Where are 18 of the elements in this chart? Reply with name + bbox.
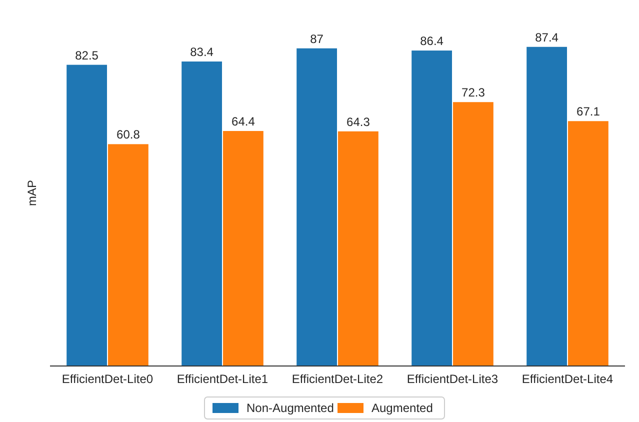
x-tick-label: EfficientDet-Lite4 (522, 372, 614, 386)
legend-label: Augmented (372, 401, 433, 415)
data-label: 82.5 (75, 48, 99, 62)
y-axis-title: mAP (25, 180, 39, 206)
data-label: 64.4 (232, 114, 256, 128)
x-tick-label: EfficientDet-Lite1 (176, 372, 268, 386)
x-tick-label: EfficientDet-Lite2 (292, 372, 384, 386)
data-label: 64.3 (346, 114, 370, 129)
data-label: 87.4 (535, 30, 559, 44)
x-tick-label: EfficientDet-Lite3 (406, 372, 498, 386)
data-label: 72.3 (462, 86, 486, 100)
data-label: 86.4 (420, 34, 444, 48)
legend-label: Non-Augmented (246, 401, 334, 415)
x-tick-label: EfficientDet-Lite0 (62, 372, 154, 386)
data-label: 83.4 (190, 45, 214, 60)
data-label: 60.8 (116, 128, 140, 142)
data-label: 87 (310, 32, 324, 46)
data-label: 67.1 (576, 104, 600, 119)
